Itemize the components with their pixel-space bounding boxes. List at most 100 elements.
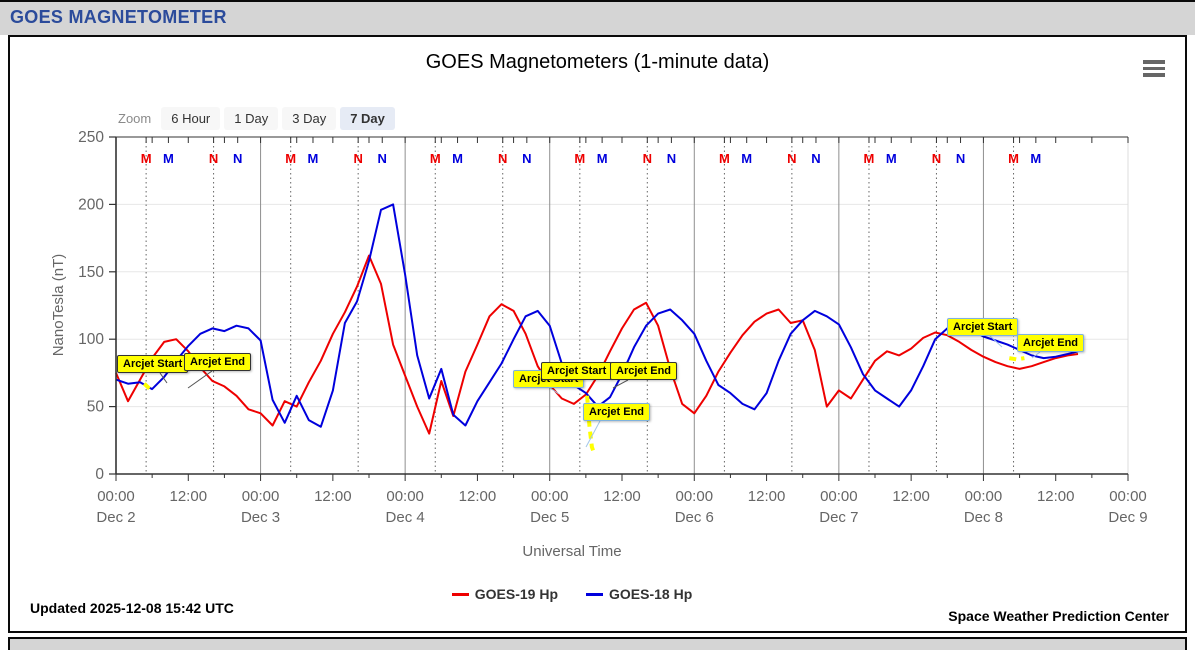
- marker-N-goes-19: N: [209, 151, 218, 166]
- legend-item-goes-18-hp[interactable]: GOES-18 Hp: [586, 586, 692, 602]
- zoom-button-7-day[interactable]: 7 Day: [340, 107, 395, 130]
- x-tick-time: 12:00: [748, 488, 786, 505]
- marker-N-goes-18: N: [233, 151, 242, 166]
- range-selector-label: Zoom: [118, 111, 152, 126]
- updated-timestamp: Updated 2025-12-08 15:42 UTC: [30, 600, 234, 616]
- marker-M-goes-19: M: [1008, 151, 1019, 166]
- marker-M-goes-18: M: [1030, 151, 1041, 166]
- zoom-button-3-day[interactable]: 3 Day: [282, 107, 337, 130]
- page-title: GOES MAGNETOMETER: [10, 7, 227, 27]
- marker-M-goes-19: M: [430, 151, 441, 166]
- x-tick-time: 12:00: [459, 488, 497, 505]
- x-tick-time: 00:00: [965, 488, 1003, 505]
- annotation-arcjet-end: Arcjet End: [610, 362, 678, 380]
- marker-N-goes-18: N: [667, 151, 676, 166]
- series-goes-18-hp: [115, 203, 1079, 428]
- marker-M-goes-19: M: [719, 151, 730, 166]
- x-tick-time: 00:00: [531, 488, 569, 505]
- marker-M-goes-18: M: [597, 151, 608, 166]
- x-tick-date: Dec 8: [964, 509, 1003, 526]
- y-tick-label: 150: [78, 264, 104, 281]
- x-tick-date: Dec 5: [530, 509, 569, 526]
- x-tick-date: Dec 4: [386, 509, 425, 526]
- x-tick-time: 00:00: [676, 488, 714, 505]
- x-tick-date: Dec 6: [675, 509, 714, 526]
- marker-M-goes-19: M: [285, 151, 296, 166]
- x-tick-date: Dec 7: [819, 509, 858, 526]
- chart-container: 0 50 100 150 200 250 M M M M M M M M M M M M M M N N N N N N N N N N N…: [8, 35, 1187, 633]
- next-panel-peek: [8, 637, 1187, 650]
- marker-M-goes-19: M: [574, 151, 585, 166]
- annotation-connector: [1031, 351, 1041, 359]
- legend-line-swatch: [451, 592, 469, 596]
- annotation-arcjet-end: Arcjet End: [184, 353, 252, 371]
- page-header: GOES MAGNETOMETER: [0, 0, 1195, 35]
- arcjet-segment: [142, 382, 154, 392]
- annotation-arcjet-start: Arcjet Start: [117, 355, 189, 373]
- x-tick-date: Dec 3: [241, 509, 280, 526]
- zoom-button-1-day[interactable]: 1 Day: [224, 107, 279, 130]
- y-tick-label: 100: [78, 331, 104, 348]
- marker-N-goes-19: N: [353, 151, 362, 166]
- x-tick-date: Dec 9: [1108, 509, 1147, 526]
- x-tick-time: 12:00: [603, 488, 641, 505]
- marker-N-goes-19: N: [498, 151, 507, 166]
- hamburger-icon: [1143, 60, 1165, 64]
- x-tick-time: 00:00: [97, 488, 135, 505]
- x-tick-time: 00:00: [242, 488, 280, 505]
- legend-label: GOES-18 Hp: [609, 586, 693, 602]
- marker-M-goes-18: M: [452, 151, 463, 166]
- x-tick-time: 00:00: [386, 488, 424, 505]
- y-tick-label: 0: [95, 466, 104, 483]
- zoom-button-6-hour[interactable]: 6 Hour: [161, 107, 221, 130]
- marker-N-goes-18: N: [378, 151, 387, 166]
- annotation-connector: [612, 379, 629, 389]
- annotation-connector: [159, 372, 168, 384]
- chart-title: GOES Magnetometers (1-minute data): [425, 51, 770, 73]
- series-goes-19-hp: [115, 254, 1079, 435]
- x-tick-time: 12:00: [314, 488, 352, 505]
- annotation-connector: [549, 387, 560, 395]
- y-tick-label: 200: [78, 196, 104, 213]
- marker-M-goes-18: M: [163, 151, 174, 166]
- range-selector: Zoom 6 Hour 1 Day 3 Day 7 Day: [118, 107, 399, 130]
- annotation-arcjet-start: Arcjet Start: [541, 362, 613, 380]
- legend-item-goes-19-hp[interactable]: GOES-19 Hp: [451, 586, 558, 602]
- marker-N-goes-19: N: [787, 151, 796, 166]
- arcjet-segment: [1008, 356, 1025, 362]
- annotation-connector: [989, 335, 1003, 348]
- x-tick-time: 12:00: [1037, 488, 1075, 505]
- annotation-arcjet-start: Arcjet Start: [947, 318, 1019, 336]
- marker-M-goes-18: M: [741, 151, 752, 166]
- annotation-connector: [187, 370, 213, 389]
- marker-M-goes-19: M: [864, 151, 875, 166]
- x-tick-time: 12:00: [170, 488, 208, 505]
- annotation-arcjet-start: Arcjet Start: [513, 370, 585, 388]
- legend-line-swatch: [586, 592, 603, 596]
- x-tick-time: 00:00: [820, 488, 858, 505]
- marker-N-goes-18: N: [522, 151, 531, 166]
- marker-M-goes-18: M: [886, 151, 897, 166]
- marker-N-goes-18: N: [956, 151, 965, 166]
- marker-N-goes-18: N: [811, 151, 820, 166]
- range-selector-buttons: 6 Hour 1 Day 3 Day 7 Day: [161, 107, 399, 130]
- marker-M-goes-19: M: [141, 151, 152, 166]
- y-tick-label: 250: [78, 129, 104, 146]
- annotation-connector: [574, 379, 584, 387]
- x-tick-time: 12:00: [892, 488, 930, 505]
- legend-label: GOES-19 Hp: [474, 586, 558, 602]
- hamburger-icon: [1143, 73, 1165, 77]
- marker-M-goes-18: M: [308, 151, 319, 166]
- y-tick-label: 50: [87, 399, 105, 416]
- annotation-connector: [585, 420, 601, 448]
- legend: GOES-19 Hp GOES-18 Hp: [10, 586, 1134, 602]
- x-axis-title: Universal Time: [522, 543, 622, 560]
- y-axis-title: NanoTesla (nT): [50, 253, 67, 357]
- marker-N-goes-19: N: [932, 151, 941, 166]
- credit-text: Space Weather Prediction Center: [948, 608, 1169, 624]
- hamburger-icon: [1143, 66, 1165, 70]
- export-menu-button[interactable]: [1143, 60, 1167, 77]
- annotation-arcjet-end: Arcjet End: [1017, 334, 1085, 352]
- arcjet-segment: [585, 395, 597, 455]
